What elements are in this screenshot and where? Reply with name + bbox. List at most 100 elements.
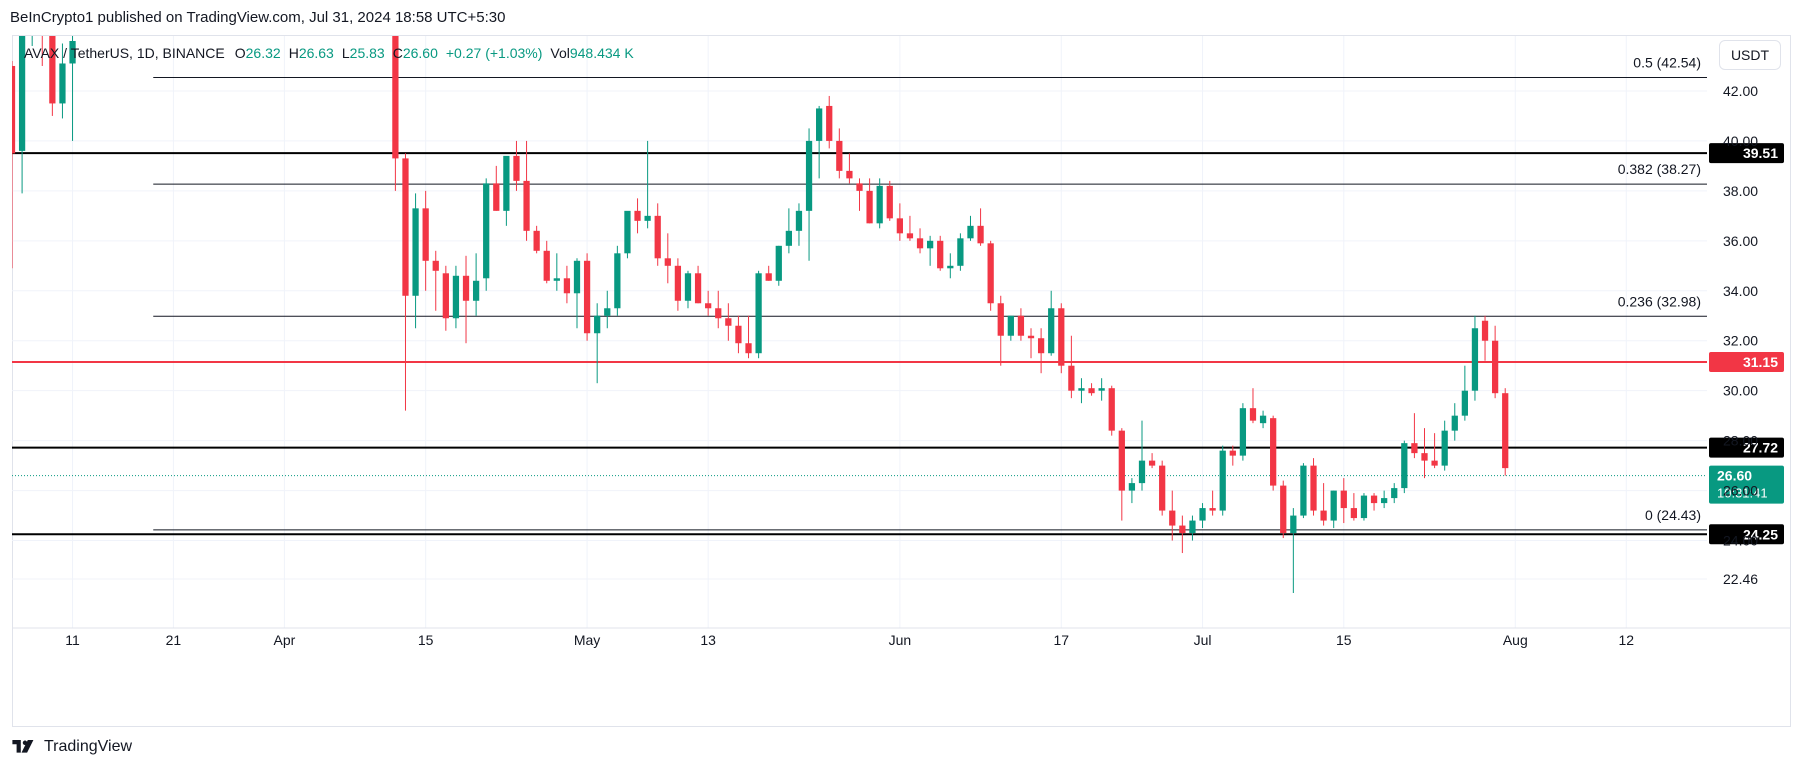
candle-body[interactable] xyxy=(1451,415,1458,431)
candle-body[interactable] xyxy=(987,243,994,304)
candle-body[interactable] xyxy=(39,0,45,16)
candle-body[interactable] xyxy=(906,233,914,239)
candle-body[interactable] xyxy=(1270,418,1277,486)
candle-body[interactable] xyxy=(1502,393,1509,469)
candle-body[interactable] xyxy=(735,325,742,344)
candle-body[interactable] xyxy=(1017,315,1025,336)
candle-body[interactable] xyxy=(1088,388,1095,394)
candle-body[interactable] xyxy=(1098,388,1105,391)
candle-body[interactable] xyxy=(1421,453,1428,461)
candle-body[interactable] xyxy=(1340,490,1347,509)
candle-body[interactable] xyxy=(725,318,732,326)
candle-body[interactable] xyxy=(1431,460,1438,466)
candle-body[interactable] xyxy=(967,225,974,239)
candle-body[interactable] xyxy=(1048,308,1055,354)
tradingview-brand[interactable]: TradingView xyxy=(12,738,132,756)
candle-body[interactable] xyxy=(1078,388,1085,391)
candle-body[interactable] xyxy=(1280,485,1287,534)
candle-body[interactable] xyxy=(472,280,480,301)
candle-body[interactable] xyxy=(1491,340,1499,394)
candle-body[interactable] xyxy=(866,190,873,224)
candle-body[interactable] xyxy=(765,273,772,281)
candle-body[interactable] xyxy=(896,218,903,234)
candle-body[interactable] xyxy=(1391,488,1398,499)
candle-body[interactable] xyxy=(543,250,550,281)
candle-body[interactable] xyxy=(1209,508,1216,511)
candle-body[interactable] xyxy=(856,183,863,191)
candle-body[interactable] xyxy=(1249,408,1257,421)
candle-body[interactable] xyxy=(644,215,651,221)
candle-body[interactable] xyxy=(886,185,893,219)
candle-body[interactable] xyxy=(826,105,833,141)
candle-body[interactable] xyxy=(1441,430,1448,466)
candle-body[interactable] xyxy=(1199,508,1206,521)
candle-body[interactable] xyxy=(755,273,762,354)
candle-body[interactable] xyxy=(1411,443,1418,454)
candle-body[interactable] xyxy=(1169,510,1176,526)
candle-body[interactable] xyxy=(705,303,712,309)
candle-body[interactable] xyxy=(997,303,1004,336)
candle-body[interactable] xyxy=(432,260,439,271)
candle-body[interactable] xyxy=(654,215,661,259)
candle-body[interactable] xyxy=(29,0,35,1)
candle-body[interactable] xyxy=(1381,498,1388,504)
candle-body[interactable] xyxy=(422,208,429,261)
candle-body[interactable] xyxy=(523,180,530,231)
candle-body[interactable] xyxy=(795,210,803,231)
candle-body[interactable] xyxy=(594,315,601,334)
candle-body[interactable] xyxy=(402,158,409,296)
candle-body[interactable] xyxy=(1360,495,1368,519)
candle-body[interactable] xyxy=(1471,328,1479,391)
currency-button[interactable]: USDT xyxy=(1719,40,1781,70)
candle-body[interactable] xyxy=(876,185,883,224)
candle-body[interactable] xyxy=(462,275,470,301)
candle-body[interactable] xyxy=(1320,510,1327,521)
candle-body[interactable] xyxy=(1128,483,1136,491)
candle-body[interactable] xyxy=(442,273,449,319)
candle-body[interactable] xyxy=(1481,320,1489,341)
candle-body[interactable] xyxy=(1219,450,1226,511)
candle-body[interactable] xyxy=(553,278,560,281)
candle-body[interactable] xyxy=(1290,515,1297,534)
candle-body[interactable] xyxy=(745,343,752,354)
candle-body[interactable] xyxy=(1350,508,1358,519)
candle-body[interactable] xyxy=(503,155,510,211)
candle-body[interactable] xyxy=(937,240,944,269)
candle-body[interactable] xyxy=(1259,415,1267,424)
candle-body[interactable] xyxy=(412,208,419,296)
candle-body[interactable] xyxy=(1068,365,1075,391)
candle-body[interactable] xyxy=(513,155,520,181)
candle-body[interactable] xyxy=(1401,443,1408,489)
candle-body[interactable] xyxy=(775,245,782,281)
candle-body[interactable] xyxy=(1179,525,1186,534)
candle-body[interactable] xyxy=(1007,315,1014,336)
candle-body[interactable] xyxy=(9,65,16,154)
candle-body[interactable] xyxy=(926,240,934,249)
candle-body[interactable] xyxy=(1118,430,1125,491)
candle-body[interactable] xyxy=(483,183,490,279)
candle-body[interactable] xyxy=(583,260,591,334)
candle-body[interactable] xyxy=(715,308,722,319)
candle-body[interactable] xyxy=(1330,490,1337,521)
candle-body[interactable] xyxy=(836,140,843,171)
candle-body[interactable] xyxy=(785,230,793,246)
candle-body[interactable] xyxy=(1300,465,1307,516)
candle-body[interactable] xyxy=(563,278,571,294)
candle-body[interactable] xyxy=(18,1,26,151)
candle-body[interactable] xyxy=(573,260,581,294)
candle-body[interactable] xyxy=(846,170,853,179)
candle-body[interactable] xyxy=(634,210,641,221)
candle-body[interactable] xyxy=(1461,390,1468,416)
candle-body[interactable] xyxy=(1229,450,1236,456)
candle-body[interactable] xyxy=(664,258,671,266)
candle-body[interactable] xyxy=(694,273,702,304)
candle-body[interactable] xyxy=(1159,465,1166,511)
candle-body[interactable] xyxy=(1027,335,1035,339)
candle-body[interactable] xyxy=(59,63,66,104)
candle-body[interactable] xyxy=(684,273,692,301)
candle-body[interactable] xyxy=(452,275,460,319)
candle-body[interactable] xyxy=(947,265,954,269)
candle-body[interactable] xyxy=(977,225,984,244)
candle-body[interactable] xyxy=(1037,338,1045,354)
